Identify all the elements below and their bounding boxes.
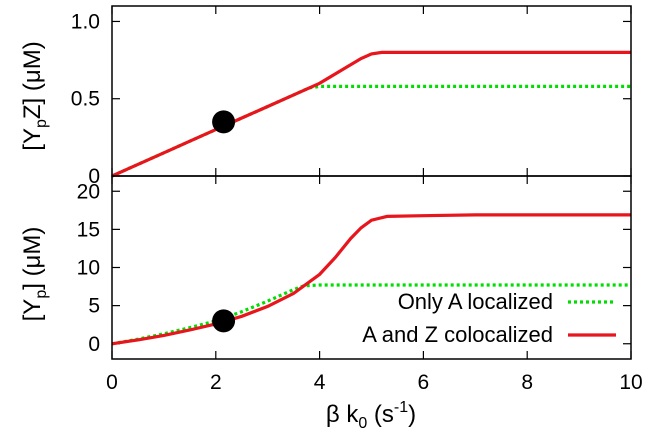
bottom-y-label-open: [Y [19, 299, 46, 322]
bottom-series-group [111, 213, 631, 346]
top-series-group [111, 50, 631, 178]
top-y-tick-label: 1.0 [71, 10, 100, 33]
x-label-a: β k [326, 401, 359, 428]
x-label-sup: -1 [394, 399, 408, 416]
x-tick-label: 6 [418, 371, 430, 394]
top-y-tick-labels: 0 0.5 1.0 [71, 10, 100, 188]
top-plot-frame [111, 5, 632, 177]
x-tick-label: 4 [314, 371, 326, 394]
top-y-tick-label: 0 [88, 165, 100, 188]
bottom-y-tick-labels: 0 5 10 15 20 [77, 180, 100, 356]
bottom-highlight-point [212, 309, 236, 333]
bottom-y-tick-label: 5 [88, 295, 100, 318]
top-ticks [111, 6, 632, 177]
top-panel: 0 0.5 1.0 [YpZ] (μM) [19, 5, 632, 188]
x-tick-label: 0 [106, 371, 118, 394]
bottom-y-axis-label: [Yp] (μM) [19, 227, 50, 322]
legend-label-a-and-z: A and Z colocalized [362, 322, 553, 347]
legend-label-only-a: Only A localized [398, 289, 553, 314]
x-label-sub: 0 [358, 415, 367, 432]
bottom-y-tick-label: 0 [88, 333, 100, 356]
x-tick-label: 2 [210, 371, 222, 394]
x-axis-label: β k0 (s-1) [326, 399, 416, 432]
top-highlight-point [212, 110, 236, 134]
x-tick-labels: 0 2 4 6 8 10 [106, 371, 643, 394]
x-tick-label: 10 [619, 371, 642, 394]
bottom-series-only-a-localized [111, 283, 631, 346]
bottom-plot-frame [111, 175, 632, 360]
top-y-label-open: [Y [19, 128, 46, 151]
bottom-series-a-and-z-colocalized [111, 213, 631, 346]
bottom-y-tick-label: 15 [77, 218, 100, 241]
legend: Only A localized A and Z colocalized [362, 289, 616, 347]
x-label-c: ) [408, 401, 416, 428]
top-series-a-and-z-colocalized [111, 50, 631, 178]
bottom-y-tick-label: 10 [77, 257, 100, 280]
top-y-axis-label: [YpZ] (μM) [19, 41, 50, 150]
bottom-y-label-sub: p [33, 290, 50, 299]
x-tick-label: 8 [521, 371, 533, 394]
bottom-y-label-rest: ] (μM) [19, 227, 46, 290]
top-y-tick-label: 0.5 [71, 88, 100, 111]
x-label-b: (s [367, 401, 394, 428]
bottom-y-tick-label: 20 [77, 180, 100, 203]
top-series-only-a-localized [111, 84, 631, 178]
top-y-label-sub: p [33, 119, 50, 128]
top-y-label-rest: Z] (μM) [19, 41, 46, 119]
